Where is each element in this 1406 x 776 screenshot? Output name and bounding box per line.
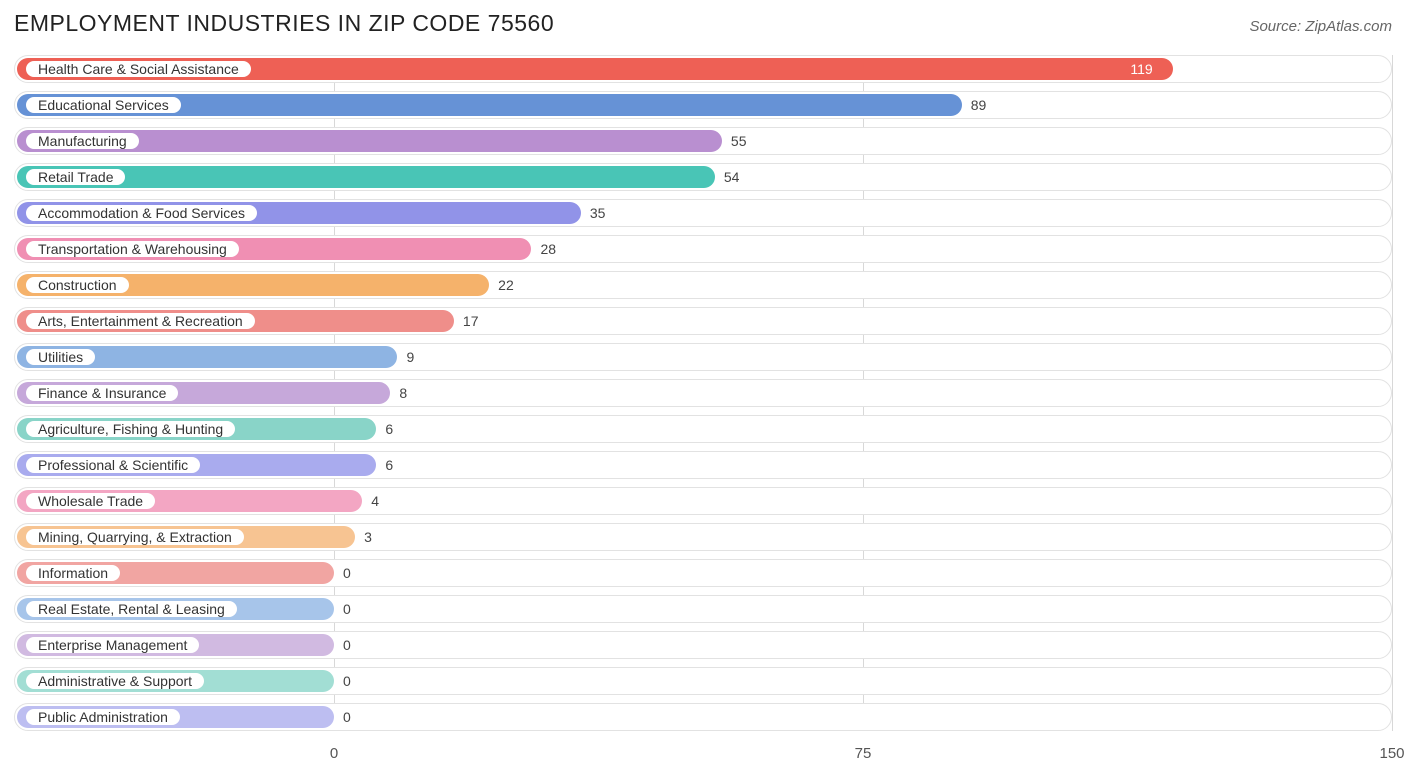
bar-row: Agriculture, Fishing & Hunting 6 [14,415,1392,443]
bar-label-pill: Mining, Quarrying, & Extraction [24,527,246,547]
chart-area: Health Care & Social Assistance 119 Educat… [14,55,1392,769]
bar-label-pill: Health Care & Social Assistance [24,59,253,79]
bar-label-pill: Construction [24,275,131,295]
bar-row: Accommodation & Food Services 35 [14,199,1392,227]
bar-row: Educational Services 89 [14,91,1392,119]
bar-row: Mining, Quarrying, & Extraction 3 [14,523,1392,551]
bar-label-pill: Enterprise Management [24,635,201,655]
bar-value: 55 [731,127,747,155]
bar-row: Information 0 [14,559,1392,587]
bar-value: 54 [724,163,740,191]
bar-row: Real Estate, Rental & Leasing 0 [14,595,1392,623]
bar-value: 4 [371,487,379,515]
bar-row: Wholesale Trade 4 [14,487,1392,515]
bar-label-pill: Administrative & Support [24,671,206,691]
bar-value: 35 [590,199,606,227]
bar-value: 89 [971,91,987,119]
bar-label-pill: Transportation & Warehousing [24,239,241,259]
x-tick: 150 [1379,745,1404,762]
bar-label-pill: Information [24,563,122,583]
bar-value: 8 [399,379,407,407]
bar-value: 17 [463,307,479,335]
bar-label-pill: Wholesale Trade [24,491,157,511]
bar-value: 0 [343,559,351,587]
bar-value: 6 [385,451,393,479]
bar-value: 9 [406,343,414,371]
bar-row: Retail Trade 54 [14,163,1392,191]
bar-value: 119 [1130,55,1152,83]
bar-value: 6 [385,415,393,443]
bar-label-pill: Accommodation & Food Services [24,203,259,223]
bar-row: Manufacturing 55 [14,127,1392,155]
bar-row: Enterprise Management 0 [14,631,1392,659]
bar-row: Administrative & Support 0 [14,667,1392,695]
bar-label-pill: Educational Services [24,95,183,115]
bar-value: 0 [343,631,351,659]
chart-header: EMPLOYMENT INDUSTRIES IN ZIP CODE 75560 … [14,10,1392,37]
bars-container: Health Care & Social Assistance 119 Educat… [14,55,1392,731]
grid-line [1392,55,1393,731]
bar-row: Finance & Insurance 8 [14,379,1392,407]
bar-label-pill: Arts, Entertainment & Recreation [24,311,257,331]
bar-value: 3 [364,523,372,551]
x-tick: 75 [855,745,872,762]
chart-title: EMPLOYMENT INDUSTRIES IN ZIP CODE 75560 [14,10,554,37]
bar-row: Transportation & Warehousing 28 [14,235,1392,263]
bar-label-pill: Manufacturing [24,131,141,151]
bar-row: Public Administration 0 [14,703,1392,731]
bar-label-pill: Public Administration [24,707,182,727]
bar-label-pill: Agriculture, Fishing & Hunting [24,419,237,439]
bar-value: 0 [343,703,351,731]
bar-row: Arts, Entertainment & Recreation 17 [14,307,1392,335]
bar-row: Health Care & Social Assistance 119 [14,55,1392,83]
bar-label-pill: Utilities [24,347,97,367]
bar-value: 28 [540,235,556,263]
bar-value: 0 [343,667,351,695]
bar-label-pill: Retail Trade [24,167,127,187]
chart-source: Source: ZipAtlas.com [1249,18,1392,35]
bar-label-pill: Finance & Insurance [24,383,180,403]
x-axis: 075150 [14,739,1392,769]
x-tick: 0 [330,745,338,762]
bar-row: Utilities 9 [14,343,1392,371]
bar-row: Construction 22 [14,271,1392,299]
bar-label-pill: Real Estate, Rental & Leasing [24,599,239,619]
bar-value: 0 [343,595,351,623]
bar-value: 22 [498,271,514,299]
bar-label-pill: Professional & Scientific [24,455,202,475]
bar-row: Professional & Scientific 6 [14,451,1392,479]
